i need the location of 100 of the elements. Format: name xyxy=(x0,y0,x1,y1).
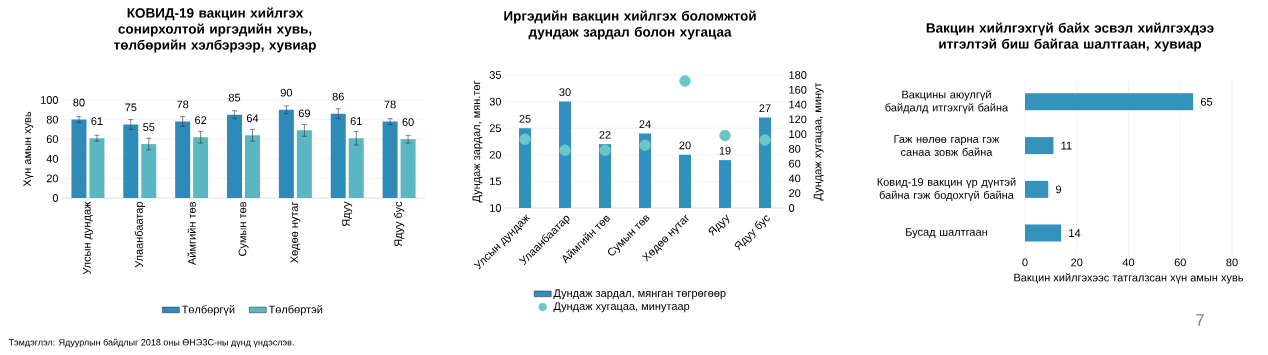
data-label: 55 xyxy=(143,123,155,131)
data-label: 90 xyxy=(280,88,293,97)
y-tick-label: 40 xyxy=(46,154,59,163)
y2-tick-label: 40 xyxy=(788,174,801,183)
data-label: 9 xyxy=(1056,185,1062,194)
y-tick-label: 20 xyxy=(489,150,502,159)
point xyxy=(759,134,771,146)
data-label: 78 xyxy=(177,100,189,109)
data-label: 75 xyxy=(125,103,137,112)
y-tick-label: 60 xyxy=(46,135,59,144)
data-label: 61 xyxy=(350,117,362,126)
x-tick-label: Сумын төв xyxy=(238,202,249,256)
y2-tick-label: 100 xyxy=(789,130,807,138)
point xyxy=(719,129,731,142)
bar xyxy=(175,121,191,198)
bar xyxy=(123,124,139,198)
bar xyxy=(330,113,346,198)
y2-tick-label: 60 xyxy=(789,159,801,168)
bar xyxy=(348,138,364,198)
data-label: 60 xyxy=(402,118,414,126)
chart-title: КОВИД-19 вакцин хийлгэх сонирхолтой иргэдийн хувь, төлбөрийн хэлбэрээр, хувиар xyxy=(113,7,316,53)
data-label: 80 xyxy=(73,98,85,107)
x-tick-label: Хөдөө нутаг xyxy=(290,201,301,264)
y-tick-label: Вакцины аюулгүй байдалд итгэхгүй байна xyxy=(885,90,1009,114)
data-label: 78 xyxy=(384,100,396,109)
bar xyxy=(296,130,312,198)
y-tick-label: 80 xyxy=(46,115,59,124)
data-label: 69 xyxy=(298,109,310,118)
y-tick-label: Ковид-19 вакцин үр дүнтэй байна гэж бодохгүй байна xyxy=(877,177,1016,202)
data-label: 20 xyxy=(679,141,691,150)
point xyxy=(679,75,691,87)
data-label: 62 xyxy=(195,116,207,125)
data-label: 85 xyxy=(228,93,241,102)
x-tick-label: 60 xyxy=(1174,258,1186,267)
x-tick-label: 20 xyxy=(1071,258,1083,267)
y2-tick-label: 80 xyxy=(789,145,801,153)
y2-axis-title: Дундаж хугацаа, минут xyxy=(813,82,824,201)
point xyxy=(599,144,611,157)
x-tick-label: Аймгийн төв xyxy=(187,201,196,265)
y2-tick-label: 180 xyxy=(789,71,807,79)
x-tick-label: 80 xyxy=(1226,258,1238,267)
data-label: 19 xyxy=(719,146,731,155)
data-label: 64 xyxy=(246,114,259,123)
data-label: 61 xyxy=(91,117,103,126)
point xyxy=(639,139,651,151)
bar xyxy=(278,109,294,198)
data-label: 14 xyxy=(1069,229,1081,237)
bar xyxy=(193,137,209,198)
bar xyxy=(89,138,105,198)
bar xyxy=(1025,224,1062,242)
text: Тэмдэглэл: Ядуурлын байдлыг 2018 оны ӨНЭЗС-ны дүнд үндэслэв. xyxy=(8,338,294,348)
y2-tick-label: 20 xyxy=(789,189,801,198)
legend-label: Дундаж зардал, мянган төгрөгөөр xyxy=(553,289,726,300)
y2-tick-label: 160 xyxy=(789,85,807,94)
chart-title: Вакцин хийлгэхгүй байх эсвэл хийлгэхдээ итгэлтэй биш байгаа шалтгаан, хувиар xyxy=(926,22,1214,52)
y-tick-label: 15 xyxy=(490,177,501,186)
legend-label: Төлбөртэй xyxy=(268,305,323,316)
bar xyxy=(1025,137,1054,155)
x-tick-label: Ядуу бус xyxy=(393,201,405,247)
y-tick-label: 10 xyxy=(490,204,502,212)
bar xyxy=(1025,93,1194,111)
y2-tick-label: 140 xyxy=(789,100,807,109)
x-tick-label: Улаанбаатар xyxy=(134,202,145,268)
legend-label: Дундаж хугацаа, минутаар xyxy=(553,302,690,313)
bar xyxy=(245,135,261,198)
y2-tick-label: 120 xyxy=(789,115,807,124)
data-label: 65 xyxy=(1200,97,1213,106)
y-tick-label: 35 xyxy=(489,71,501,79)
bar xyxy=(1025,180,1049,198)
x-tick-label: 40 xyxy=(1122,258,1135,267)
y-tick-label: 100 xyxy=(40,96,59,104)
x-tick-label: 0 xyxy=(1022,258,1028,267)
data-label: 30 xyxy=(559,88,571,97)
bar xyxy=(382,121,398,198)
data-label: 27 xyxy=(759,104,771,113)
y-tick-label: Гаж нөлөө гарна гэж санаа зовж байна xyxy=(894,135,1000,156)
x-tick-label: Ядуу xyxy=(342,201,353,227)
data-label: 22 xyxy=(599,130,611,139)
point xyxy=(559,144,571,157)
y-axis-title: Дундаж зардал, мян.төг xyxy=(472,80,483,203)
bar xyxy=(71,119,87,198)
y-tick-label: Бусад шалтгаан xyxy=(906,228,987,239)
legend-label: Төлбөргүй xyxy=(181,305,235,316)
bar xyxy=(141,144,157,198)
y-tick-label: 20 xyxy=(46,174,59,183)
data-label: 11 xyxy=(1061,141,1072,150)
y-tick-label: 0 xyxy=(52,194,59,202)
y-axis-title: Хүн амын хувь xyxy=(23,111,34,187)
text: 7 xyxy=(1196,314,1204,326)
data-label: 25 xyxy=(519,114,531,123)
y-tick-label: 30 xyxy=(489,97,502,106)
x-tick-label: Улсын дундаж xyxy=(83,201,93,275)
data-label: 86 xyxy=(332,92,344,101)
data-label: 24 xyxy=(639,120,651,128)
bar xyxy=(227,114,243,198)
x-axis-title: Вакцин хийлгэхээс татгалзсан хүн амын хувь xyxy=(1014,273,1244,284)
chart-title: Иргэдийн вакцин хийлгэх боломжтой дундаж зардал болон хугацаа xyxy=(504,10,756,40)
y-tick-label: 25 xyxy=(489,124,501,133)
bar xyxy=(400,139,416,198)
point xyxy=(519,133,531,145)
